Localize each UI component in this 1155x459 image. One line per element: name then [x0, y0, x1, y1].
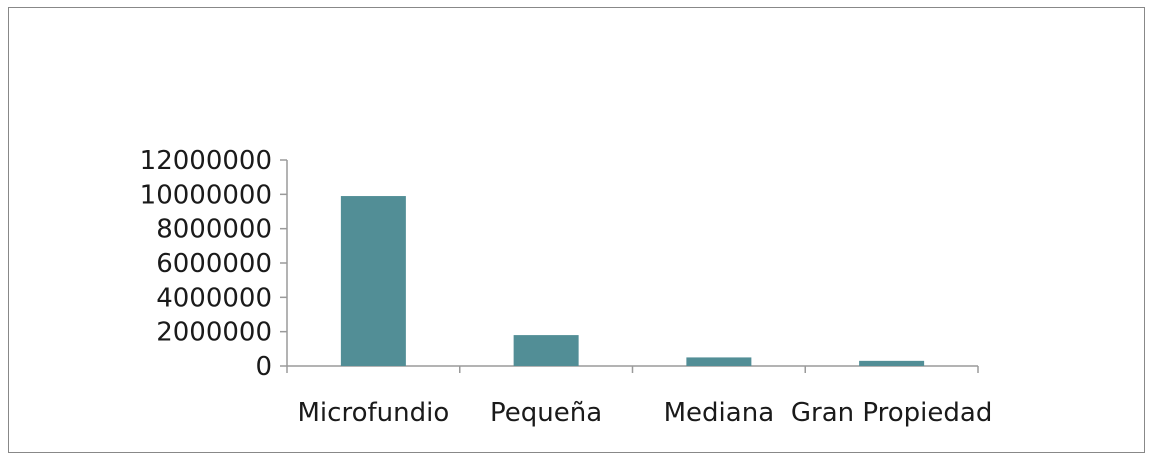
bar-microfundio	[340, 196, 406, 366]
x-category-label: Mediana	[664, 398, 775, 428]
chart-bars	[340, 196, 925, 366]
bar-pequena	[513, 335, 579, 366]
y-axis-ticks: 0 2000000 4000000 6000000 8000000 10000000 120…	[140, 146, 287, 382]
x-category-label: Pequeña	[490, 398, 602, 428]
y-tick-label: 0	[255, 352, 272, 382]
x-category-label: Microfundio	[298, 398, 450, 428]
y-tick-label: 8000000	[156, 215, 272, 245]
y-tick-label: 12000000	[140, 146, 272, 176]
x-axis-labels: Microfundio Pequeña Mediana Gran Propiedad	[298, 398, 993, 428]
chart-frame	[8, 7, 1145, 453]
y-tick-label: 2000000	[156, 318, 272, 348]
bar-mediana	[686, 357, 752, 366]
y-tick-label: 4000000	[156, 283, 272, 313]
bar-gran-propiedad	[859, 360, 925, 366]
y-tick-label: 10000000	[140, 180, 272, 210]
x-category-label: Gran Propiedad	[791, 398, 992, 428]
y-tick-label: 6000000	[156, 249, 272, 279]
